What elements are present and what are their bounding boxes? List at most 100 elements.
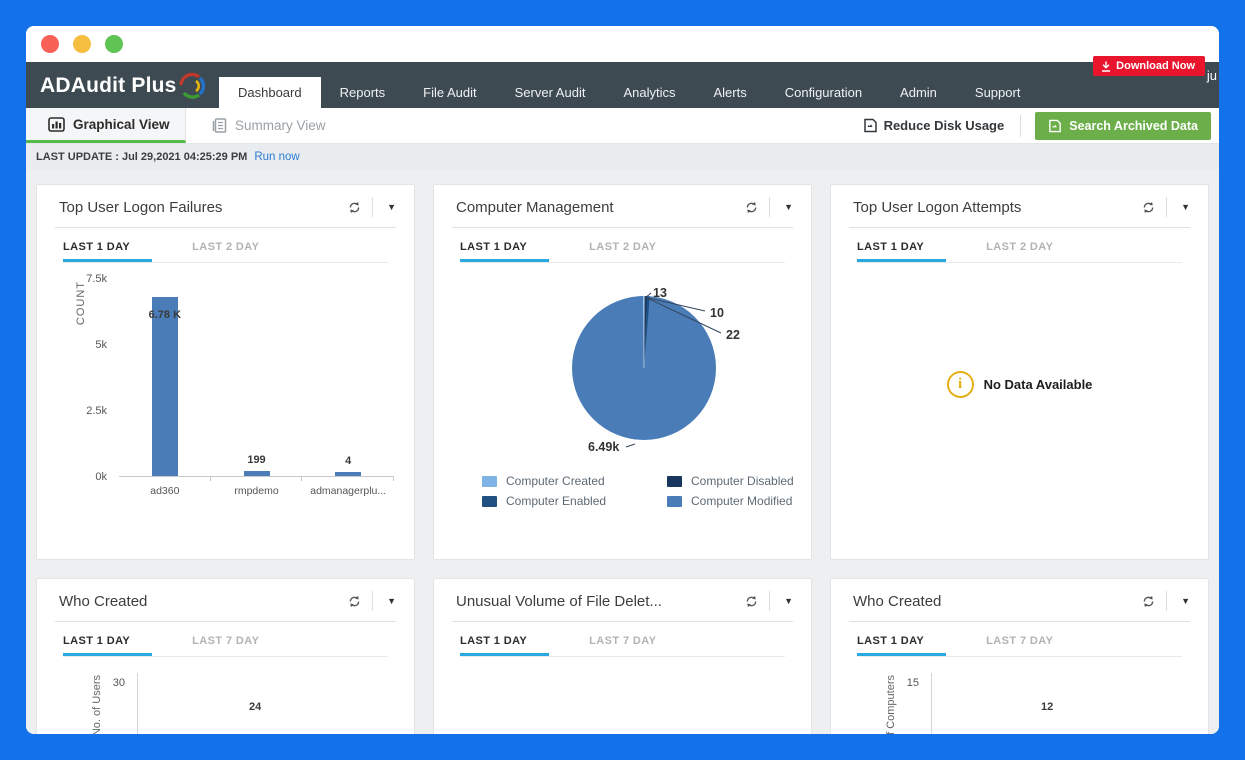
legend-item: Computer Modified [667, 494, 803, 508]
bar-value-label: 4 [345, 455, 352, 467]
nav-item-support[interactable]: Support [974, 85, 1021, 100]
adaudit-plus-logo[interactable]: ADAudit Plus [40, 71, 205, 101]
search-archived-data-label: Search Archived Data [1069, 118, 1198, 133]
download-icon [1102, 61, 1111, 72]
tab-summary-view[interactable]: Summary View [186, 108, 352, 143]
tab-graphical-view[interactable]: Graphical View [26, 108, 186, 143]
legend-label: Computer Enabled [506, 494, 607, 508]
search-archived-data-button[interactable]: Search Archived Data [1035, 111, 1211, 140]
chevron-down-icon[interactable]: ▼ [784, 202, 793, 212]
legend-swatch [667, 495, 682, 507]
tab-last-1-day[interactable]: LAST 1 DAY [857, 241, 946, 262]
refresh-icon[interactable] [1141, 200, 1156, 215]
y-tick: 0k [95, 471, 107, 483]
card-period-tabs: LAST 1 DAY LAST 2 DAY [460, 241, 785, 263]
y-tick: 7.5k [86, 273, 107, 285]
download-now-button[interactable]: Download Now [1093, 56, 1205, 76]
tab-last-1-day[interactable]: LAST 1 DAY [460, 635, 549, 656]
card-computer-management: Computer Management ▼ LA [433, 184, 812, 560]
who-created-computers-chart: 15 No. of Computers 12 [843, 665, 1196, 734]
legend-label: Computer Disabled [691, 474, 794, 488]
bar-category-label: ad360 [150, 485, 180, 497]
tab-last-7-day[interactable]: LAST 7 DAY [192, 635, 260, 647]
tab-last-1-day[interactable]: LAST 1 DAY [857, 635, 946, 656]
y-tick: 5k [95, 339, 107, 351]
close-window-button[interactable] [41, 35, 59, 53]
refresh-icon[interactable] [744, 594, 759, 609]
disk-usage-icon [863, 118, 877, 133]
card-title: Top User Logon Failures [59, 198, 223, 216]
legend-item: Computer Disabled [667, 474, 803, 488]
card-title: Computer Management [456, 198, 614, 216]
tab-last-2-day[interactable]: LAST 2 DAY [589, 241, 657, 253]
tab-last-7-day[interactable]: LAST 7 DAY [986, 635, 1054, 647]
reduce-disk-usage-button[interactable]: Reduce Disk Usage [847, 118, 1021, 133]
refresh-icon[interactable] [347, 594, 362, 609]
tab-last-2-day[interactable]: LAST 2 DAY [986, 241, 1054, 253]
bar-cell: 199 rmpdemo [211, 279, 303, 497]
tab-last-1-day[interactable]: LAST 1 DAY [63, 241, 152, 262]
dashboard-grid: Top User Logon Failures ▼ [26, 170, 1219, 734]
bar-value-label: 199 [247, 453, 266, 466]
card-period-tabs: LAST 1 DAY LAST 2 DAY [63, 241, 388, 263]
pie-slice-enabled [644, 296, 650, 368]
card-title: Top User Logon Attempts [853, 198, 1022, 216]
logon-failures-bar-chart: COUNT 7.5k 5k 2.5k 0k 6.78 K ad360 199 rmpd… [49, 269, 402, 521]
nav-menu: Dashboard Reports File Audit Server Audit An… [219, 77, 1039, 108]
tab-last-1-day[interactable]: LAST 1 DAY [63, 635, 152, 656]
y-axis-label: COUNT [75, 281, 87, 326]
nav-item-configuration[interactable]: Configuration [784, 85, 863, 100]
bar [243, 470, 270, 476]
nav-item-dashboard[interactable]: Dashboard [219, 77, 321, 108]
logo-swoosh-icon [178, 72, 205, 99]
bar-cell: 6.78 K ad360 [119, 279, 211, 497]
maximize-window-button[interactable] [105, 35, 123, 53]
card-title: Who Created [853, 592, 942, 610]
card-period-tabs: LAST 1 DAY LAST 7 DAY [63, 635, 388, 657]
legend-swatch [667, 475, 682, 487]
summary-view-label: Summary View [235, 118, 326, 133]
tab-last-1-day[interactable]: LAST 1 DAY [460, 241, 549, 262]
legend-swatch [482, 475, 497, 487]
refresh-icon[interactable] [347, 200, 362, 215]
logo-text: ADAudit Plus [40, 74, 177, 97]
nav-item-reports[interactable]: Reports [339, 85, 386, 100]
no-data-text: No Data Available [983, 377, 1093, 392]
card-top-user-logon-attempts: Top User Logon Attempts ▼ [830, 184, 1209, 560]
bar-category-label: admanagerplu... [310, 485, 387, 497]
nav-item-admin[interactable]: Admin [900, 85, 937, 100]
archive-search-icon [1049, 119, 1062, 132]
bar-cell: 4 admanagerplu... [302, 279, 394, 497]
nav-item-analytics[interactable]: Analytics [623, 85, 676, 100]
chevron-down-icon[interactable]: ▼ [784, 596, 793, 606]
tab-last-2-day[interactable]: LAST 2 DAY [192, 241, 260, 253]
pie-callout-22: 22 [726, 328, 740, 342]
chevron-down-icon[interactable]: ▼ [1181, 596, 1190, 606]
reduce-disk-usage-label: Reduce Disk Usage [883, 118, 1005, 133]
graphical-view-label: Graphical View [73, 116, 170, 132]
tab-last-7-day[interactable]: LAST 7 DAY [589, 635, 657, 647]
top-navbar: ADAudit Plus Dashboard Reports File Audit S… [26, 56, 1219, 108]
bar-value-label: 24 [249, 701, 262, 713]
chevron-down-icon[interactable]: ▼ [387, 202, 396, 212]
bar [151, 297, 178, 476]
refresh-icon[interactable] [1141, 594, 1156, 609]
refresh-icon[interactable] [744, 200, 759, 215]
nav-item-server-audit[interactable]: Server Audit [514, 85, 586, 100]
minimize-window-button[interactable] [73, 35, 91, 53]
chevron-down-icon[interactable]: ▼ [387, 596, 396, 606]
legend-item: Computer Enabled [482, 494, 667, 508]
bar-value-label: 6.78 K [148, 309, 182, 322]
user-menu[interactable]: ju [1206, 68, 1217, 83]
bar-category-label: rmpdemo [234, 485, 279, 497]
download-now-label: Download Now [1116, 60, 1195, 72]
chevron-down-icon[interactable]: ▼ [1181, 202, 1190, 212]
card-period-tabs: LAST 1 DAY LAST 7 DAY [857, 635, 1182, 657]
list-icon [212, 118, 227, 133]
card-who-created-computers: Who Created ▼ LAST 1 DAY [830, 578, 1209, 734]
nav-item-alerts[interactable]: Alerts [713, 85, 747, 100]
y-tick: 15 [906, 677, 919, 689]
run-now-link[interactable]: Run now [254, 151, 300, 163]
info-icon: i [946, 371, 974, 398]
nav-item-file-audit[interactable]: File Audit [423, 85, 477, 100]
